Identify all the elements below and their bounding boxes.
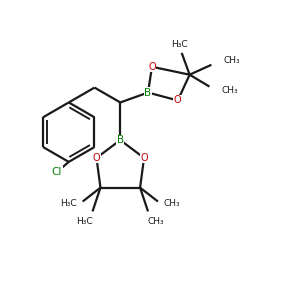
Text: H₃C: H₃C xyxy=(171,40,188,50)
Text: B: B xyxy=(117,135,124,145)
Text: CH₃: CH₃ xyxy=(221,86,238,95)
Text: CH₃: CH₃ xyxy=(223,56,240,65)
Text: CH₃: CH₃ xyxy=(148,217,164,226)
Text: B: B xyxy=(145,88,152,98)
Text: O: O xyxy=(93,153,100,163)
Text: O: O xyxy=(140,153,148,163)
Text: O: O xyxy=(174,95,182,106)
Text: O: O xyxy=(148,62,156,72)
Text: H₃C: H₃C xyxy=(76,217,93,226)
Text: Cl: Cl xyxy=(52,167,62,177)
Text: H₃C: H₃C xyxy=(60,199,77,208)
Text: CH₃: CH₃ xyxy=(164,199,180,208)
